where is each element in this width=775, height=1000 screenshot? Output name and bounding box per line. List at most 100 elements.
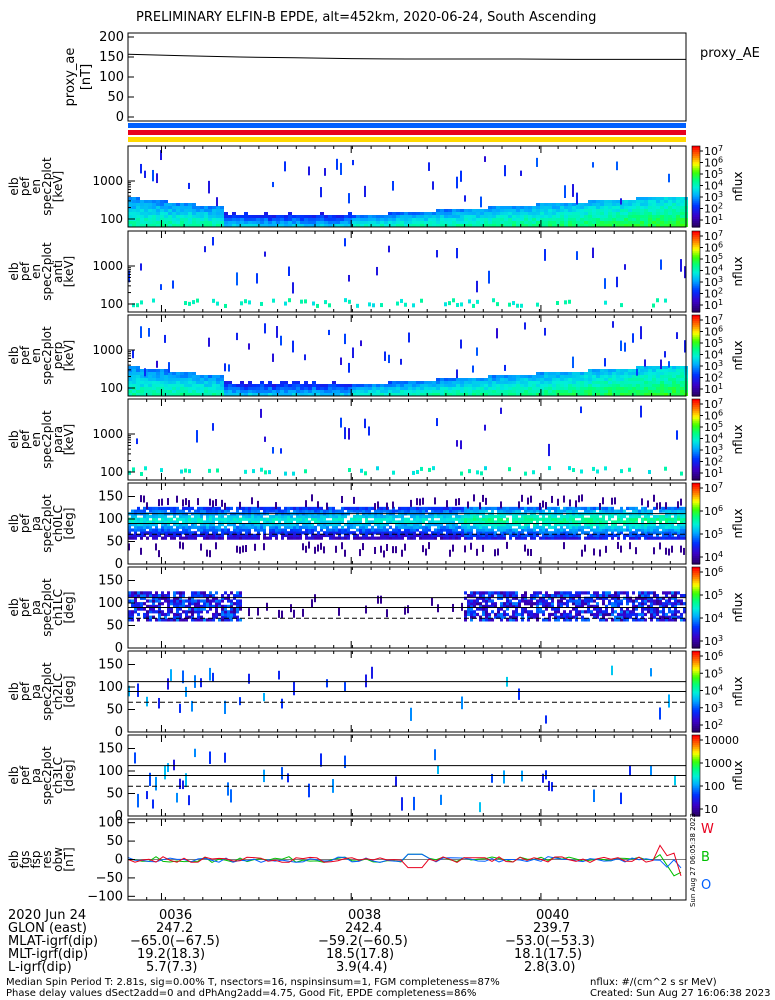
spec-cell xyxy=(288,387,292,390)
spec-cell xyxy=(168,384,172,387)
pa-cell xyxy=(344,514,347,519)
spec-cell xyxy=(432,393,436,396)
pa-cell xyxy=(512,506,515,511)
pa-cell xyxy=(296,509,299,513)
spec-cell xyxy=(660,372,664,375)
spec-cell xyxy=(376,224,380,227)
spec-cell xyxy=(656,206,660,209)
colorbar-segment xyxy=(692,463,700,467)
spec-cell xyxy=(336,221,340,224)
pa-cell xyxy=(638,523,641,527)
spec-cell xyxy=(484,393,488,396)
spec-cell xyxy=(380,387,384,390)
pa-cell xyxy=(404,531,407,535)
spec-cell xyxy=(460,471,463,476)
spec-cell xyxy=(488,218,492,221)
colorbar-segment xyxy=(692,493,700,496)
spec-cell xyxy=(380,384,384,387)
pa-cell xyxy=(155,618,158,622)
colorbar-segment xyxy=(692,255,700,258)
pa-dash xyxy=(599,549,601,557)
pa-cell xyxy=(410,520,413,524)
colorbar-tick-label: 107 xyxy=(704,313,723,327)
pa-cell xyxy=(611,536,614,540)
pa-cell xyxy=(599,528,602,532)
pa-cell xyxy=(149,610,152,614)
pa-cell xyxy=(383,509,386,513)
pa-cell xyxy=(209,523,212,527)
spec-cell xyxy=(340,390,344,393)
pa-cell xyxy=(311,506,314,511)
spec-cell xyxy=(360,384,364,387)
pa-cell xyxy=(266,509,269,513)
pa-cell xyxy=(257,506,260,511)
pa-cell xyxy=(209,514,212,519)
spec-cell xyxy=(236,393,240,396)
pa-dash xyxy=(158,550,160,558)
pa-cell xyxy=(518,531,521,535)
spec-cell xyxy=(616,218,620,221)
pa-cell xyxy=(419,536,422,540)
spec-cell xyxy=(244,390,248,393)
spec-cell xyxy=(216,390,220,393)
pa-cell xyxy=(275,523,278,527)
pa-cell xyxy=(668,533,671,538)
pa-cell xyxy=(242,514,245,519)
spec-cell xyxy=(192,300,195,305)
pa-cell xyxy=(341,536,344,540)
pa-cell xyxy=(575,514,578,519)
pa-cell xyxy=(287,523,290,527)
pa-cell xyxy=(563,531,566,535)
spec-cell xyxy=(312,301,315,306)
spec-cell xyxy=(320,224,324,227)
spec-cell xyxy=(540,203,544,206)
pa-cell xyxy=(152,594,155,598)
pa-cell xyxy=(299,514,302,519)
spec-cell xyxy=(680,375,684,378)
spec-cell xyxy=(360,390,364,393)
spec-cell xyxy=(132,206,136,209)
pa-cell xyxy=(233,531,236,535)
pa-cell xyxy=(188,509,191,513)
spec-cell xyxy=(140,393,144,396)
spec-cell xyxy=(196,387,200,390)
pa-cell xyxy=(398,531,401,535)
pa-cell xyxy=(401,517,404,521)
spec-cell xyxy=(656,200,660,203)
spec-cell xyxy=(176,390,180,393)
spec-cell xyxy=(548,387,552,390)
pa-cell xyxy=(245,517,248,521)
pa-cell xyxy=(659,523,662,527)
pa-dash xyxy=(581,549,583,557)
spec-cell xyxy=(368,302,371,307)
pa-cell xyxy=(674,528,677,532)
colorbar-segment xyxy=(692,437,700,441)
pa-cell xyxy=(158,528,161,532)
spec-cell xyxy=(644,218,648,221)
pa-cell xyxy=(524,506,527,511)
pa-cell xyxy=(251,533,254,538)
pa-cell xyxy=(326,533,329,538)
pa-cell xyxy=(488,536,491,540)
spec-cell xyxy=(496,302,499,307)
spec-cell xyxy=(376,390,380,393)
pa-cell xyxy=(350,509,353,513)
spec-cell xyxy=(152,206,156,209)
spec-cell xyxy=(260,393,264,396)
spec-cell xyxy=(404,218,408,221)
pa-dash xyxy=(239,501,241,509)
spec-cell xyxy=(172,206,176,209)
colorbar-segment xyxy=(692,431,700,435)
spec-cell xyxy=(296,393,300,396)
pa-cell xyxy=(257,509,260,513)
spec-cell xyxy=(596,209,600,212)
spec-cell xyxy=(304,390,308,393)
spec-cell xyxy=(156,378,160,381)
spec-cell xyxy=(256,221,260,224)
pa-cell xyxy=(224,517,227,521)
spec-cell xyxy=(472,384,476,387)
pa-cell xyxy=(470,506,473,511)
pa-cell xyxy=(437,514,440,519)
spec-cell xyxy=(592,221,596,224)
spec-cell xyxy=(656,212,660,215)
